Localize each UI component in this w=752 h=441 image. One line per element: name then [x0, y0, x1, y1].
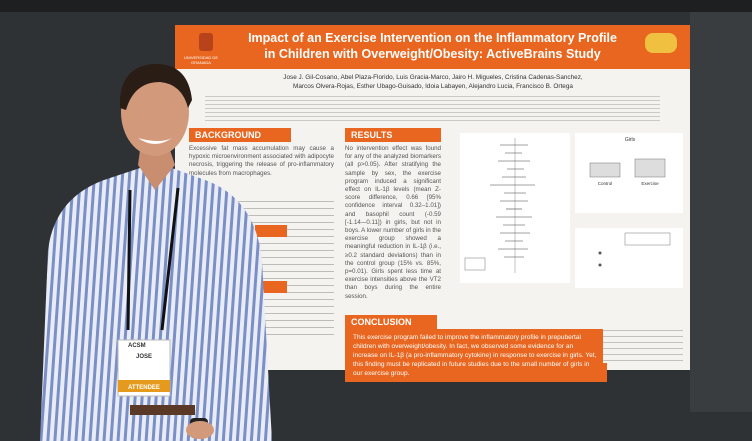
smile [138, 138, 172, 144]
plot-label: Control [598, 181, 613, 186]
contact-info [603, 325, 683, 363]
hand [186, 421, 214, 439]
wall-panel [690, 12, 752, 412]
section-heading: CONCLUSION [345, 315, 437, 329]
ceiling [0, 0, 752, 12]
plot-legend [464, 257, 486, 271]
poster-title: Impact of an Exercise Intervention on th… [248, 31, 617, 45]
badge-band [118, 380, 170, 392]
badge-name: JOSE [136, 354, 152, 360]
plot-dot [598, 263, 602, 267]
conclusion-text: This exercise program failed to improve … [345, 329, 607, 382]
university: UNIVERSIDAD DE GRANADA [183, 55, 218, 65]
face [121, 68, 189, 156]
plot-label: Exercise [641, 181, 659, 186]
section-heading: RESULTS [345, 128, 441, 142]
affiliations [205, 93, 660, 123]
logo [645, 33, 677, 53]
section-heading [255, 225, 287, 237]
figures: Girls Control Exercise [460, 133, 683, 288]
poster-header: Impact of an Exercise Intervention on th… [175, 25, 690, 69]
hair [119, 63, 192, 110]
shirt [40, 168, 272, 441]
neck [138, 150, 175, 190]
plot-bar [589, 162, 621, 178]
section-text: Excessive fat mass accumulation may caus… [189, 145, 334, 177]
authors: Marcos Olvera-Rojas, Esther Ubago-Guisad… [293, 83, 573, 90]
badge-role: ATTENDEE [128, 385, 160, 391]
forest-lines [490, 144, 535, 258]
lanyard [126, 187, 180, 331]
section-heading: BACKGROUND [189, 128, 291, 142]
plot-label: Girls [625, 137, 636, 143]
belt [130, 405, 195, 415]
poster-title: in Children with Overweight/Obesity: Act… [264, 47, 601, 61]
badge-org: ACSM [128, 343, 146, 349]
plot-bar [634, 158, 666, 178]
section-text: No intervention effect was found for any… [345, 145, 441, 300]
plot-dot [598, 251, 602, 255]
logo [199, 33, 213, 51]
authors: Jose J. Gil-Cosano, Abel Plaza-Florido, … [283, 74, 583, 81]
plot-legend [624, 232, 671, 246]
